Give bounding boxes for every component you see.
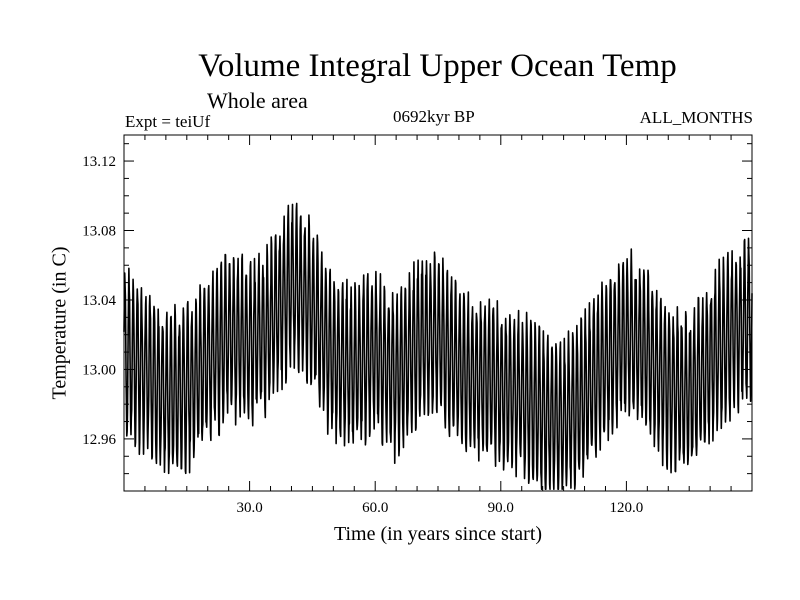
- x-tick-label: 30.0: [236, 500, 262, 516]
- x-axis-label: Time (in years since start): [333, 523, 543, 545]
- chart-title: Volume Integral Upper Ocean Temp: [198, 48, 677, 84]
- months-label: ALL_MONTHS: [639, 108, 753, 127]
- series-line-temperature: [123, 202, 753, 491]
- y-tick-label: 13.08: [82, 224, 116, 240]
- experiment-label: Expt = teiUf: [125, 112, 211, 131]
- x-tick-label: 60.0: [362, 500, 388, 516]
- x-tick-label: 120.0: [610, 500, 644, 516]
- y-tick-label: 13.04: [82, 293, 116, 309]
- y-axis-label: Temperature (in C): [48, 246, 71, 400]
- y-axis-label-container: Temperature (in C): [45, 155, 75, 491]
- y-tick-label: 12.96: [82, 432, 116, 448]
- period-label: 0692kyr BP: [393, 107, 475, 126]
- y-tick-label: 13.12: [82, 154, 116, 170]
- chart-subtitle: Whole area: [207, 88, 308, 113]
- y-tick-label: 13.00: [82, 362, 116, 378]
- x-tick-label: 90.0: [488, 500, 514, 516]
